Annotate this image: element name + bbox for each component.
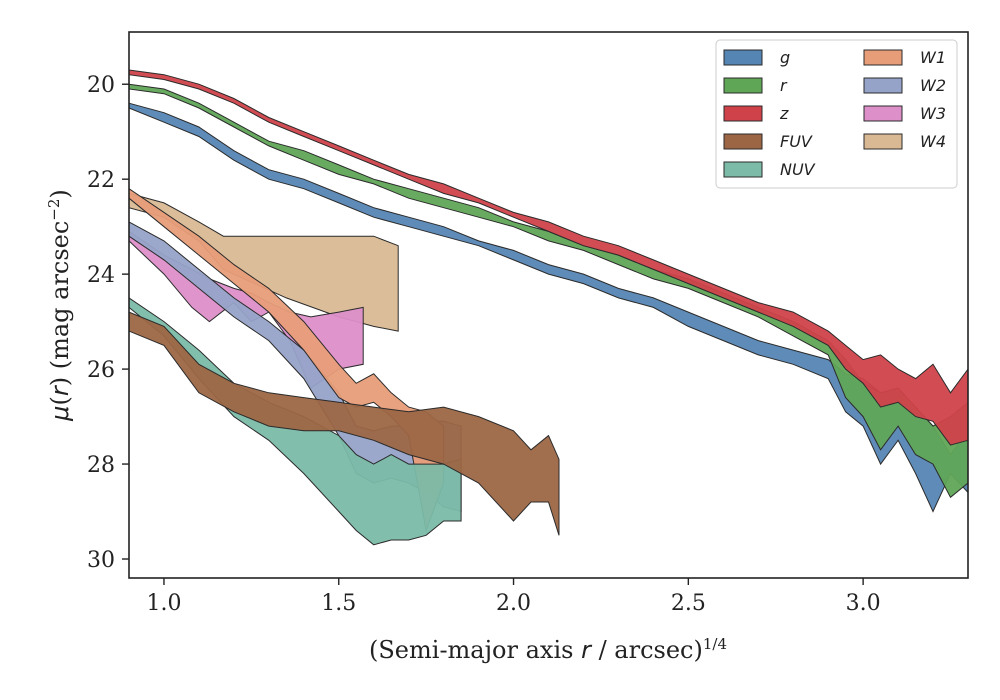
y-tick-label: 20 <box>87 73 115 98</box>
legend-swatch-fuv <box>723 133 763 150</box>
legend-label-w4: W4 <box>920 132 946 151</box>
legend-swatch-w2 <box>863 77 903 94</box>
y-axis-label: μ(r) (mag arcsec−2) <box>45 189 74 422</box>
x-tick-label: 1.5 <box>321 591 356 616</box>
y-tick-label: 28 <box>87 453 115 478</box>
y-tick-label: 26 <box>87 358 115 383</box>
legend-swatch-z <box>723 105 763 122</box>
y-tick-label: 22 <box>87 168 115 193</box>
legend-label-g: g <box>780 48 790 67</box>
legend: grz FUV NUV W1 W2 W3 W4 <box>715 39 958 189</box>
legend-label-z: z <box>779 104 789 123</box>
legend-label-w2: W2 <box>920 76 946 95</box>
legend-label-r: r <box>780 76 788 95</box>
legend-label-w1: W1 <box>920 48 946 67</box>
legend-label-w3: W3 <box>920 104 946 123</box>
band-fuv <box>128 311 560 536</box>
legend-label-fuv: FUV <box>780 132 813 151</box>
x-tick-label: 2.0 <box>496 591 531 616</box>
x-tick-label: 3.0 <box>846 591 881 616</box>
legend-swatch-nuv <box>723 161 763 178</box>
x-tick-label: 2.5 <box>671 591 706 616</box>
legend-swatch-g <box>723 49 763 66</box>
y-axis: 20 22 24 26 28 30 <box>87 73 129 573</box>
legend-swatch-w4 <box>863 133 903 150</box>
legend-label-nuv: NUV <box>780 160 816 179</box>
x-axis: 1.0 1.5 2.0 2.5 3.0 <box>146 578 881 616</box>
legend-box <box>715 39 958 189</box>
y-tick-label: 24 <box>87 263 115 288</box>
y-tick-label: 30 <box>87 548 115 573</box>
x-axis-label: (Semi-major axis r / arcsec)1/4 <box>369 635 727 664</box>
legend-swatch-r <box>723 77 763 94</box>
legend-swatch-w1 <box>863 49 903 66</box>
legend-swatch-w3 <box>863 105 903 122</box>
x-tick-label: 1.0 <box>146 591 181 616</box>
plot-frame <box>128 31 969 579</box>
